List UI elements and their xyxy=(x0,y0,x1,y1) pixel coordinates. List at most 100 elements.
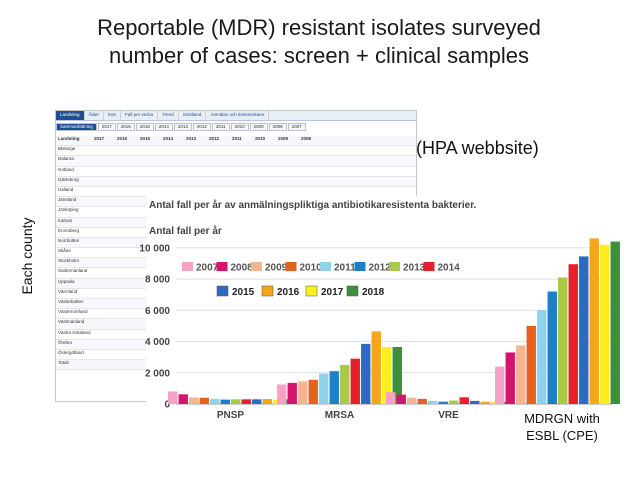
bar-2011 xyxy=(428,400,438,404)
legend-swatch-2010 xyxy=(285,262,297,271)
table-row: Gävleborg xyxy=(56,176,416,187)
year-tab[interactable]: Sammanfattning xyxy=(56,123,97,131)
y-tick-label: 10 000 xyxy=(139,243,170,254)
bar-2014 xyxy=(568,264,578,404)
year-tab[interactable]: 2013 xyxy=(173,123,192,131)
chart-ylabel: Antal fall per år xyxy=(149,226,222,237)
table-cell: 2009 xyxy=(278,136,289,141)
county-name-cell: Kalmar xyxy=(58,217,73,223)
year-tab[interactable]: 2009 xyxy=(249,123,268,131)
bar-2010 xyxy=(417,398,427,404)
bar-2018 xyxy=(610,241,620,404)
bar-2008 xyxy=(287,382,297,404)
legend-label: 2017 xyxy=(321,287,344,298)
table-cell: 2008 xyxy=(301,136,312,141)
table-cell: 2011 xyxy=(232,136,242,141)
year-tab[interactable]: 2012 xyxy=(192,123,211,131)
table-cell: 2013 xyxy=(186,136,197,141)
bar-2010 xyxy=(199,397,209,404)
bar-2009 xyxy=(516,345,526,404)
legend-swatch-2014 xyxy=(423,262,435,271)
mdrgn-label-line-2: ESBL (CPE) xyxy=(526,428,598,443)
bar-2013 xyxy=(340,364,350,404)
year-tab[interactable]: 2014 xyxy=(154,123,173,131)
table-tab[interactable]: Trend xyxy=(158,111,179,120)
county-name-cell: Kronoberg xyxy=(58,227,80,233)
y-tick-label: 4 000 xyxy=(145,337,170,348)
legend-swatch-2017 xyxy=(305,285,318,297)
legend-swatch-2016 xyxy=(261,285,274,297)
county-name-cell: Västmanland xyxy=(58,319,85,325)
county-name-cell: Värmland xyxy=(58,288,78,294)
table-cell: 2014 xyxy=(163,136,174,141)
year-tab[interactable]: 2015 xyxy=(135,123,154,131)
legend-swatch-2018 xyxy=(346,285,359,297)
y-tick-label: 6 000 xyxy=(145,306,170,317)
legend-label: 2010 xyxy=(300,263,323,274)
legend-swatch-2008 xyxy=(216,262,228,271)
bar-2009 xyxy=(298,381,308,404)
bar-2014 xyxy=(459,397,469,404)
legend-label: 2008 xyxy=(231,263,254,274)
bar-2007 xyxy=(168,391,178,404)
legend-swatch-2011 xyxy=(320,262,331,271)
bar-2011 xyxy=(319,373,329,404)
year-tab[interactable]: 2017 xyxy=(97,123,116,131)
county-name-cell: Landsting xyxy=(58,136,80,141)
year-tab[interactable]: 2008 xyxy=(268,123,287,131)
table-year-tabs: Sammanfattning 2017 2016 2015 2014 2013 2012 20… xyxy=(56,123,416,131)
table-tab[interactable]: Fall per vecka xyxy=(121,111,159,120)
y-tick-label: 0 xyxy=(164,400,170,411)
bar-2007 xyxy=(277,384,287,404)
bar-2010 xyxy=(308,379,318,404)
x-tick-label: MRSA xyxy=(325,410,354,421)
table-tab[interactable]: Anmälan och kommentarer xyxy=(206,111,270,120)
legend-label: 2018 xyxy=(362,287,385,298)
county-name-cell: Stockholm xyxy=(58,258,80,264)
bar-2016 xyxy=(371,331,381,404)
county-name-cell: Norrbotten xyxy=(58,237,80,243)
year-tab[interactable]: 2010 xyxy=(230,123,249,131)
bar-2008 xyxy=(178,394,188,404)
bar-2012 xyxy=(220,399,230,404)
county-name-cell: Jönköping xyxy=(58,207,79,213)
year-tab[interactable]: 2016 xyxy=(116,123,135,131)
legend-swatch-2012 xyxy=(354,262,366,271)
county-name-cell: Södermanland xyxy=(58,268,88,274)
bar-2008 xyxy=(505,352,515,404)
bar-2016 xyxy=(262,399,272,404)
legend-label: 2016 xyxy=(277,287,300,298)
legend-label: 2014 xyxy=(438,263,461,274)
mdrgn-label: MDRGN with ESBL (CPE) xyxy=(512,410,612,444)
bar-2013 xyxy=(231,399,241,404)
bar-2008 xyxy=(396,394,406,404)
legend-label: 2011 xyxy=(334,263,356,274)
county-name-cell: Gotland xyxy=(58,166,74,172)
county-name-cell: Totalt xyxy=(58,360,69,366)
legend-swatch-2009 xyxy=(251,262,262,271)
mdrgn-label-line-1: MDRGN with xyxy=(524,411,600,426)
bar-2007 xyxy=(495,366,505,404)
bar-2016 xyxy=(480,401,490,404)
county-name-cell: Västra Götaland xyxy=(58,329,91,335)
table-tab[interactable]: Kön xyxy=(104,111,122,120)
table-tab[interactable]: Ålder xyxy=(85,111,105,120)
bar-2015 xyxy=(361,343,371,404)
bar-2018 xyxy=(392,346,402,404)
table-tab[interactable]: Landsting xyxy=(56,111,85,120)
legend-swatch-2015 xyxy=(216,285,229,297)
table-tab[interactable]: Smittland xyxy=(179,111,207,120)
table-cell: 2012 xyxy=(209,136,220,141)
year-tab[interactable]: 2011 xyxy=(211,123,230,131)
county-name-cell: Skåne xyxy=(58,248,71,254)
bar-2015 xyxy=(470,400,480,404)
table-cell: 2015 xyxy=(140,136,151,141)
y-tick-label: 8 000 xyxy=(145,275,170,286)
source-note: (HPA webbsite) xyxy=(416,138,539,158)
bar-2017 xyxy=(382,346,392,404)
bar-2009 xyxy=(189,397,199,404)
year-tab[interactable]: 2007 xyxy=(287,123,306,131)
bar-2007 xyxy=(386,392,396,404)
legend-swatch-2007 xyxy=(182,262,193,271)
